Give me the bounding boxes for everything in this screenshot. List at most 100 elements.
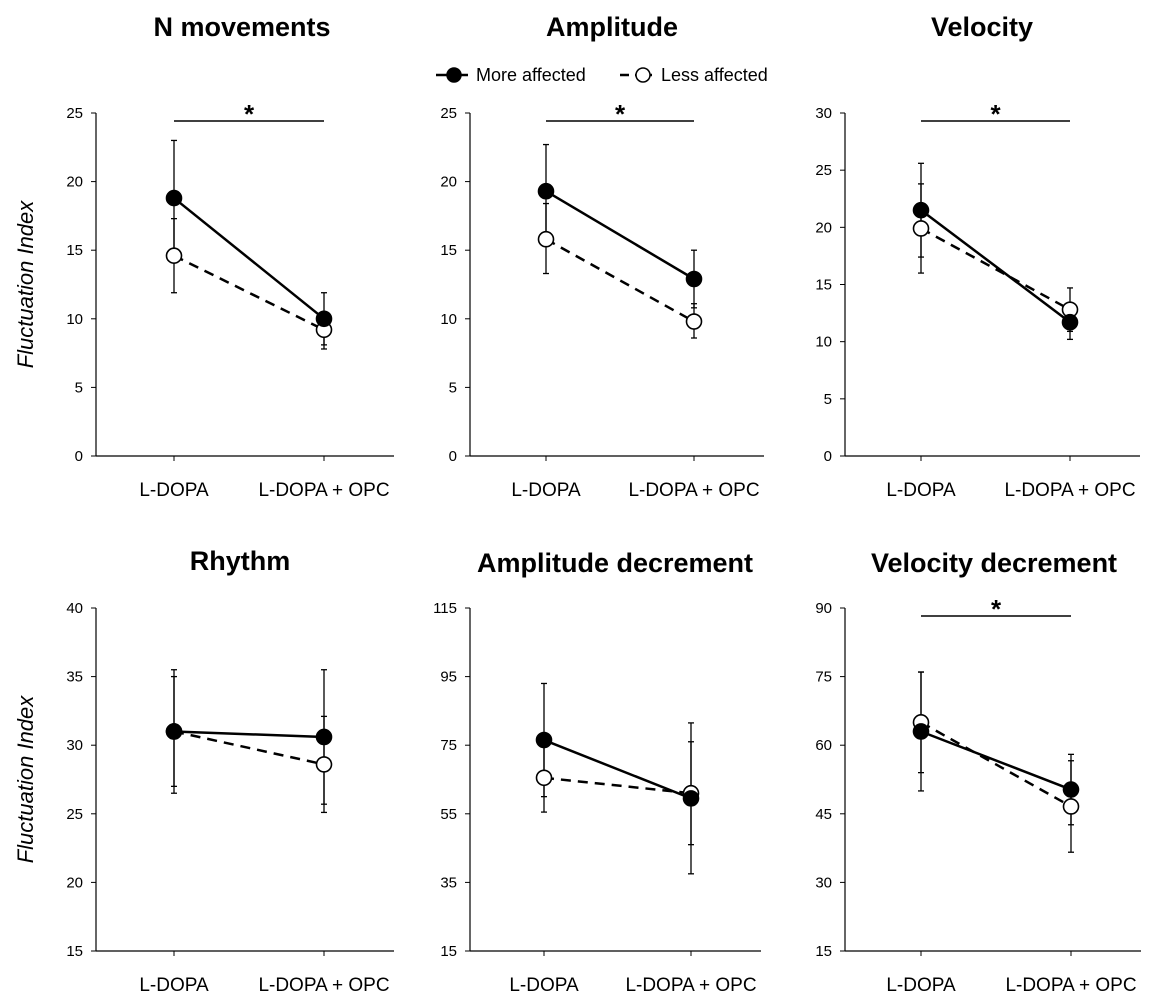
x-tick-label-velocity-decrement: L-DOPA (886, 975, 956, 996)
x-tick-label-velocity: L-DOPA (886, 480, 956, 501)
y-tick-label-velocity-decrement: 60 (815, 737, 832, 754)
y-tick-label-velocity-decrement: 30 (815, 874, 832, 891)
legend: More affected Less affected (436, 65, 768, 85)
y-tick-label-velocity-decrement: 90 (815, 600, 832, 617)
x-tick-label-rhythm: L-DOPA (139, 975, 209, 996)
y-axis-label-n-movements: Fluctuation Index (13, 200, 38, 369)
x-tick-label-amplitude: L-DOPA (511, 480, 581, 501)
series-line-more-affected (920, 209, 1071, 324)
y-tick-label-amplitude-decrement: 35 (440, 874, 457, 891)
y-tick-label-amplitude-decrement: 95 (440, 669, 457, 686)
series-line-less-affected (543, 776, 692, 795)
y-tick-label-velocity: 10 (815, 334, 832, 351)
y-tick-label-velocity: 5 (824, 391, 832, 408)
panel-title-rhythm: Rhythm (190, 546, 291, 576)
legend-marker-less-affected (635, 67, 651, 83)
data-point-less-affected (165, 247, 183, 264)
legend-marker-more-affected (446, 67, 462, 83)
series-line-more-affected (545, 190, 695, 281)
data-point-more-affected (1062, 781, 1080, 798)
y-tick-label-amplitude: 25 (440, 105, 457, 122)
y-tick-label-amplitude-decrement: 75 (440, 737, 457, 754)
data-point-more-affected (912, 201, 930, 219)
y-tick-label-rhythm: 40 (66, 600, 83, 617)
data-point-more-affected (165, 723, 183, 740)
panel-title-amplitude: Amplitude (546, 12, 678, 42)
y-tick-label-rhythm: 20 (66, 874, 83, 891)
data-point-less-affected (535, 769, 553, 787)
y-tick-label-amplitude-decrement: 15 (440, 943, 457, 960)
data-point-more-affected (165, 189, 183, 207)
data-point-more-affected (535, 731, 553, 749)
legend-label-more-affected: More affected (476, 65, 586, 85)
x-tick-label-amplitude-decrement: L-DOPA + OPC (625, 975, 756, 996)
y-tick-label-rhythm: 15 (66, 943, 83, 960)
panel-title-velocity-decrement: Velocity decrement (871, 548, 1117, 578)
panel-n-movements: N movements Fluctuation Index 0 5 10 15 20 25 L-… (13, 12, 394, 501)
chart-panels: N movements Fluctuation Index 0 5 10 15 20 25 L-… (13, 12, 1141, 996)
panel-rhythm: Rhythm Fluctuation Index 15 20 25 30 35 40 L-DOP… (13, 546, 394, 996)
x-tick-label-velocity: L-DOPA + OPC (1004, 480, 1135, 501)
y-tick-label-amplitude: 5 (449, 379, 457, 396)
panel-title-velocity: Velocity (931, 12, 1033, 42)
series-line-less-affected (173, 254, 325, 331)
data-point-more-affected (685, 270, 703, 288)
y-tick-label-n-movements: 5 (75, 379, 83, 396)
series-line-more-affected (543, 738, 692, 800)
legend-label-less-affected: Less affected (661, 65, 768, 85)
series-line-less-affected (173, 730, 325, 766)
y-tick-label-velocity: 20 (815, 219, 832, 236)
y-tick-label-velocity-decrement: 75 (815, 669, 832, 686)
data-point-less-affected (1062, 798, 1080, 815)
data-point-less-affected (685, 313, 703, 330)
data-point-more-affected (912, 723, 930, 740)
y-tick-label-n-movements: 10 (66, 311, 83, 328)
data-point-more-affected (315, 310, 333, 328)
y-tick-label-amplitude-decrement: 115 (433, 600, 457, 617)
y-tick-label-velocity-decrement: 15 (815, 943, 832, 960)
significance-marker-amplitude: * (615, 99, 626, 129)
x-tick-label-amplitude-decrement: L-DOPA (509, 975, 579, 996)
panel-amplitude-decrement: Amplitude decrement 15 35 55 75 95 115 L-DOPA L-… (433, 548, 761, 996)
y-tick-label-amplitude: 20 (440, 174, 457, 191)
panel-title-amplitude-decrement: Amplitude decrement (477, 548, 753, 578)
significance-marker-velocity: * (990, 99, 1001, 129)
y-axis-label-rhythm: Fluctuation Index (13, 695, 38, 864)
panel-title-n-movements: N movements (153, 12, 330, 42)
x-tick-label-n-movements: L-DOPA (139, 480, 209, 501)
data-point-less-affected (537, 230, 555, 248)
significance-marker-n-movements: * (244, 99, 255, 129)
x-tick-label-amplitude: L-DOPA + OPC (628, 480, 759, 501)
y-tick-label-rhythm: 35 (66, 669, 83, 686)
panel-velocity-decrement: Velocity decrement 15 30 45 60 75 90 L-DOPA L-DO… (815, 548, 1141, 996)
data-point-more-affected (315, 728, 333, 746)
y-tick-label-rhythm: 30 (66, 737, 83, 754)
y-tick-label-n-movements: 0 (75, 448, 83, 465)
data-point-more-affected (537, 182, 555, 200)
y-tick-label-n-movements: 15 (66, 242, 83, 259)
y-tick-label-rhythm: 25 (66, 806, 83, 823)
series-line-less-affected (920, 227, 1071, 311)
y-tick-label-n-movements: 25 (66, 105, 83, 122)
y-tick-label-velocity: 15 (815, 277, 832, 294)
y-tick-label-velocity: 25 (815, 162, 832, 179)
y-tick-label-n-movements: 20 (66, 174, 83, 191)
x-tick-label-n-movements: L-DOPA + OPC (258, 480, 389, 501)
data-point-less-affected (912, 220, 930, 237)
y-tick-label-amplitude-decrement: 55 (440, 806, 457, 823)
x-tick-label-velocity-decrement: L-DOPA + OPC (1005, 975, 1136, 996)
y-tick-label-velocity-decrement: 45 (815, 806, 832, 823)
y-tick-label-amplitude: 10 (440, 311, 457, 328)
y-tick-label-velocity: 0 (824, 448, 832, 465)
x-tick-label-rhythm: L-DOPA + OPC (258, 975, 389, 996)
series-line-more-affected (920, 730, 1072, 791)
y-tick-label-amplitude: 15 (440, 242, 457, 259)
series-line-less-affected (920, 721, 1072, 808)
series-line-less-affected (545, 238, 695, 323)
y-tick-label-amplitude: 0 (449, 448, 457, 465)
significance-marker-velocity-decrement: * (991, 594, 1002, 624)
data-point-more-affected (1061, 313, 1079, 331)
data-point-less-affected (315, 756, 333, 773)
panel-velocity: Velocity 0 5 10 15 20 25 30 L-DOPA L-DOPA + OPC * (815, 12, 1140, 501)
